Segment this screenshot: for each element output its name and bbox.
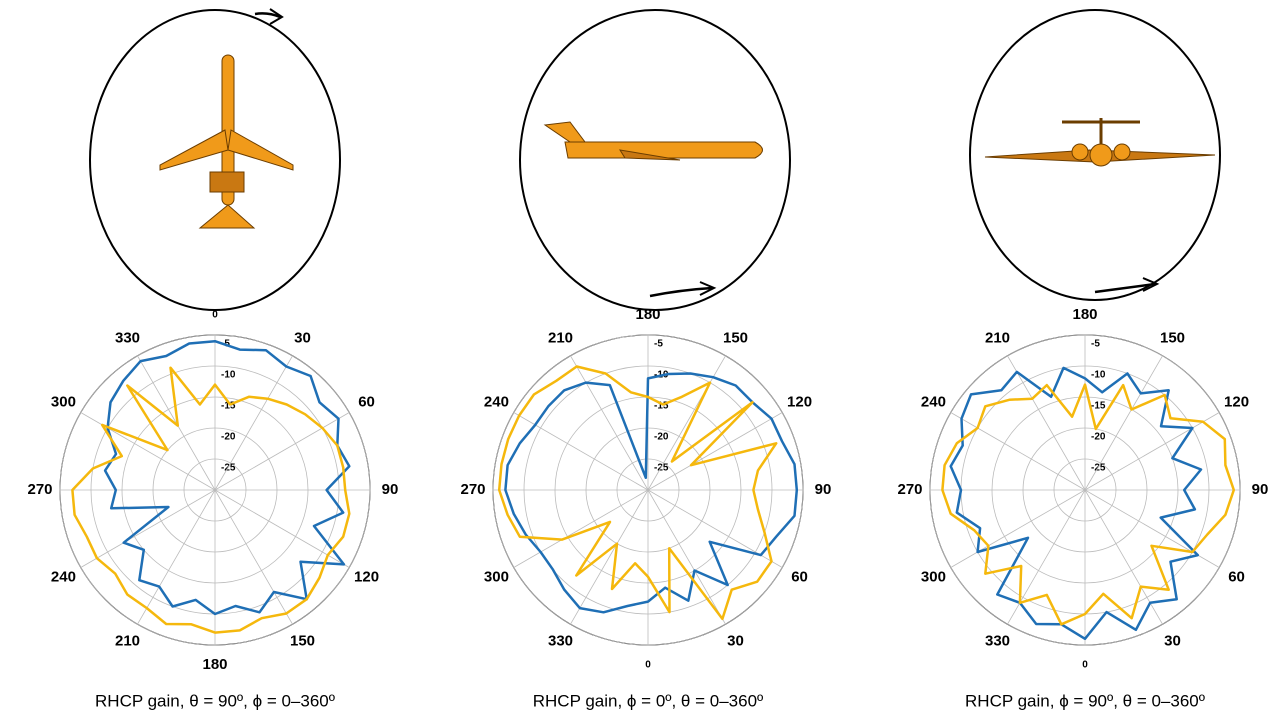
figure: -25 -20 -15 -10 -5 0 30 60 90 120 150 180 210 240 270 3… [0, 0, 1283, 724]
r-tick-label: -20 [221, 432, 236, 443]
polar-chart: -25 -20 -15 -10 -5 0 30 60 90 120 150 180 210 240 270 3… [897, 306, 1268, 711]
caption: RHCP gain, θ = 90º, ϕ = 0–360º [95, 691, 335, 710]
theta-tick-label: 150 [723, 329, 748, 346]
r-tick-label: -10 [221, 370, 236, 381]
polar-chart: -25-20-15-10-503060901201501802102402703… [27, 310, 398, 711]
gain-line [499, 367, 776, 619]
theta-tick-label: 330 [548, 633, 573, 650]
theta-tick-label: 0 [1082, 660, 1088, 671]
angular-grid [1008, 490, 1086, 624]
caption: RHCP gain, ϕ = 90º, θ = 0–360º [965, 691, 1205, 710]
theta-tick-label: 210 [115, 633, 140, 650]
theta-tick-label: 0 [212, 310, 218, 321]
theta-tick-label: 150 [1160, 329, 1185, 346]
r-tick-label: -15 [1091, 401, 1106, 412]
gain-line [942, 385, 1233, 625]
theta-tick-label: 60 [791, 568, 808, 585]
theta-tick-label: 300 [51, 393, 76, 410]
theta-tick-label: 120 [787, 393, 812, 410]
angular-grid [1085, 413, 1219, 491]
angular-grid [81, 413, 215, 491]
angular-grid [648, 413, 782, 491]
aircraft-side-view [520, 10, 790, 310]
theta-tick-label: 330 [985, 633, 1010, 650]
theta-tick-label: 90 [815, 481, 832, 498]
theta-tick-label: 240 [51, 568, 76, 585]
theta-tick-label: 240 [921, 393, 946, 410]
angular-grid [514, 413, 648, 491]
angular-grid [951, 413, 1085, 491]
angular-grid [1085, 490, 1219, 568]
angular-grid [215, 490, 293, 624]
theta-tick-label: 300 [921, 568, 946, 585]
r-tick-label: -10 [1091, 370, 1106, 381]
theta-tick-label: 300 [484, 568, 509, 585]
theta-tick-label: 210 [985, 329, 1010, 346]
angular-grid [648, 490, 726, 624]
r-tick-label: -5 [1091, 339, 1100, 350]
aircraft-top-view [90, 9, 340, 310]
angular-grid [81, 490, 215, 568]
angular-grid [1085, 490, 1163, 624]
polar-chart: -25-20-15-10-503060901201501802102402703… [460, 306, 831, 711]
r-tick-label: -20 [1091, 432, 1106, 443]
theta-tick-label: 240 [484, 393, 509, 410]
r-tick-label: -5 [654, 339, 663, 350]
angular-grid [215, 490, 349, 568]
r-tick-label: -25 [1091, 463, 1106, 474]
theta-tick-label: 30 [1164, 633, 1181, 650]
r-tick-label: -20 [654, 432, 669, 443]
theta-tick-label: 210 [548, 329, 573, 346]
theta-tick-label: 60 [1228, 568, 1245, 585]
angular-grid [215, 413, 349, 491]
r-tick-label: -25 [221, 463, 236, 474]
r-tick-label: -25 [654, 463, 669, 474]
theta-tick-label: 90 [382, 481, 399, 498]
aircraft-front-view [970, 10, 1220, 300]
theta-tick-label: 90 [1252, 481, 1269, 498]
theta-tick-label: 30 [727, 633, 744, 650]
theta-tick-label: 180 [1072, 306, 1097, 323]
angular-grid [1008, 356, 1086, 490]
theta-tick-label: 30 [294, 329, 311, 346]
theta-tick-label: 0 [645, 660, 651, 671]
caption: RHCP gain, ϕ = 0º, θ = 0–360º [533, 691, 764, 710]
theta-tick-label: 120 [1224, 393, 1249, 410]
theta-tick-label: 270 [27, 481, 52, 498]
theta-tick-label: 120 [354, 568, 379, 585]
theta-tick-label: 270 [460, 481, 485, 498]
theta-tick-label: 270 [897, 481, 922, 498]
theta-tick-label: 180 [635, 306, 660, 323]
angular-grid [514, 490, 648, 568]
theta-tick-label: 180 [202, 656, 227, 673]
theta-tick-label: 150 [290, 633, 315, 650]
theta-tick-label: 330 [115, 329, 140, 346]
gain-line [105, 341, 349, 614]
theta-tick-label: 60 [358, 393, 375, 410]
